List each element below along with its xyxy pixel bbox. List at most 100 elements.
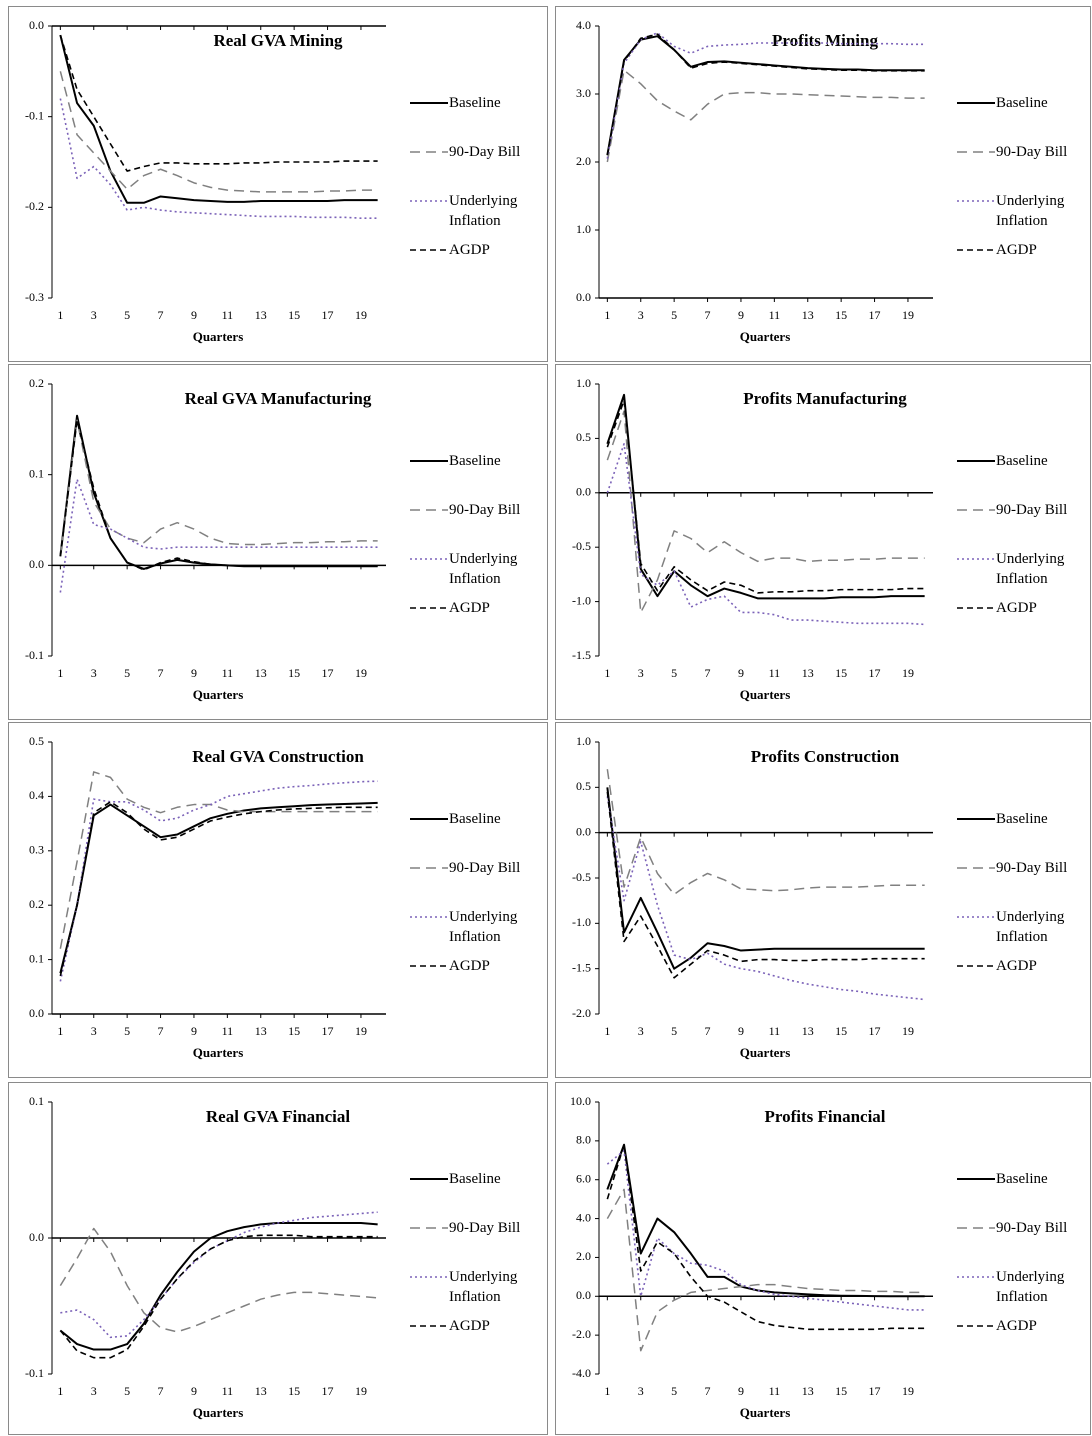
x-tick-label: 7 — [705, 1384, 711, 1398]
y-tick-label: 2.0 — [576, 154, 591, 168]
panel-border — [8, 364, 548, 720]
y-tick-label: 2.0 — [576, 1249, 591, 1263]
x-tick-label: 7 — [705, 1024, 711, 1038]
panel-border — [8, 722, 548, 1078]
legend-item: 90-Day Bill — [449, 144, 521, 160]
legend-label: AGDP — [996, 242, 1037, 258]
y-tick-label: 0.0 — [29, 1006, 44, 1020]
y-tick-label: 0.1 — [29, 466, 44, 480]
legend-label: 90-Day Bill — [449, 144, 521, 160]
legend-item: AGDP — [996, 600, 1037, 616]
x-tick-label: 7 — [158, 666, 164, 680]
panel-border — [555, 1082, 1091, 1435]
series-line — [59, 801, 378, 974]
legend-item: 90-Day Bill — [996, 502, 1067, 518]
x-tick-label: 3 — [91, 1024, 97, 1038]
series-line — [606, 796, 925, 1001]
x-tick-label: 15 — [288, 1024, 300, 1038]
x-tick-label: 5 — [124, 666, 130, 680]
chart-title: Profits Construction — [751, 747, 900, 766]
series-line — [59, 1227, 378, 1333]
legend-item: 90-Day Bill — [996, 860, 1067, 876]
x-tick-label: 13 — [802, 1024, 814, 1038]
y-tick-label: -0.3 — [25, 290, 44, 304]
x-tick-label: 17 — [869, 666, 881, 680]
series-line — [59, 419, 378, 557]
y-tick-label: 1.0 — [576, 734, 591, 748]
x-tick-label: 13 — [802, 308, 814, 322]
x-axis-label: Quarters — [193, 329, 244, 344]
chart-title: Real GVA Manufacturing — [185, 389, 372, 408]
legend-item: AGDP — [449, 600, 490, 616]
x-tick-label: 15 — [835, 1024, 847, 1038]
legend-label: Underlying Inflation — [996, 193, 1065, 229]
y-tick-label: 4.0 — [576, 1210, 591, 1224]
x-tick-label: 19 — [902, 1024, 914, 1038]
x-tick-label: 5 — [124, 308, 130, 322]
x-axis-label: Quarters — [740, 1405, 791, 1420]
x-tick-label: 7 — [158, 308, 164, 322]
panel-border — [8, 6, 548, 362]
y-tick-label: -2.0 — [572, 1006, 591, 1020]
legend-label: 90-Day Bill — [449, 860, 521, 876]
y-tick-label: -1.5 — [572, 648, 591, 662]
series-line — [606, 31, 925, 159]
x-tick-label: 15 — [288, 1384, 300, 1398]
chart-title: Real GVA Construction — [192, 747, 364, 766]
legend-item: Baseline — [449, 1171, 501, 1187]
legend-item: 90-Day Bill — [996, 1220, 1068, 1236]
legend-label: 90-Day Bill — [996, 1220, 1068, 1236]
legend-label: AGDP — [449, 958, 490, 974]
series-line — [59, 1234, 378, 1359]
series-line — [59, 34, 378, 204]
y-tick-label: 6.0 — [576, 1171, 591, 1185]
x-tick-label: 19 — [902, 308, 914, 322]
y-tick-label: 0.1 — [29, 951, 44, 965]
x-tick-label: 13 — [255, 666, 267, 680]
y-tick-label: -1.5 — [572, 960, 591, 974]
legend-item: Baseline — [449, 811, 501, 827]
x-tick-label: 1 — [604, 1024, 610, 1038]
x-tick-label: 19 — [902, 1384, 914, 1398]
legend-label: 90-Day Bill — [449, 1220, 521, 1236]
x-tick-label: 19 — [355, 666, 367, 680]
x-tick-label: 9 — [191, 1384, 197, 1398]
legend-label: Baseline — [449, 95, 501, 111]
legend-item: Baseline — [996, 811, 1048, 827]
x-tick-label: 17 — [869, 1384, 881, 1398]
series-line — [606, 399, 925, 594]
panel-border — [555, 364, 1091, 720]
x-tick-label: 17 — [322, 1024, 334, 1038]
series-line — [59, 801, 378, 977]
legend-item: AGDP — [996, 1318, 1037, 1334]
x-tick-label: 5 — [124, 1024, 130, 1038]
x-tick-label: 1 — [57, 1024, 63, 1038]
legend-label: AGDP — [449, 600, 490, 616]
y-tick-label: 0.0 — [576, 485, 591, 499]
legend-label: Underlying Inflation — [449, 551, 518, 587]
x-tick-label: 5 — [124, 1384, 130, 1398]
y-tick-label: 0.2 — [29, 897, 44, 911]
y-tick-label: 0.5 — [29, 734, 44, 748]
x-tick-label: 13 — [802, 1384, 814, 1398]
legend-label: Underlying Inflation — [996, 551, 1065, 587]
y-tick-label: 0.4 — [29, 788, 44, 802]
legend-item: Underlying Inflation — [449, 1269, 517, 1305]
x-tick-label: 5 — [671, 1024, 677, 1038]
legend-item: Underlying Inflation — [996, 193, 1065, 229]
x-tick-label: 15 — [288, 308, 300, 322]
legend-item: 90-Day Bill — [996, 144, 1067, 160]
x-tick-label: 13 — [802, 666, 814, 680]
legend-label: Baseline — [449, 1171, 501, 1187]
x-tick-label: 19 — [355, 308, 367, 322]
y-tick-label: 3.0 — [576, 86, 591, 100]
chart-title: Real GVA Mining — [213, 31, 343, 50]
y-tick-label: 0.0 — [576, 824, 591, 838]
legend-item: AGDP — [996, 242, 1037, 258]
x-tick-label: 3 — [638, 1024, 644, 1038]
x-tick-label: 15 — [288, 666, 300, 680]
x-tick-label: 17 — [869, 308, 881, 322]
x-tick-label: 7 — [705, 308, 711, 322]
y-tick-label: -4.0 — [572, 1366, 591, 1380]
